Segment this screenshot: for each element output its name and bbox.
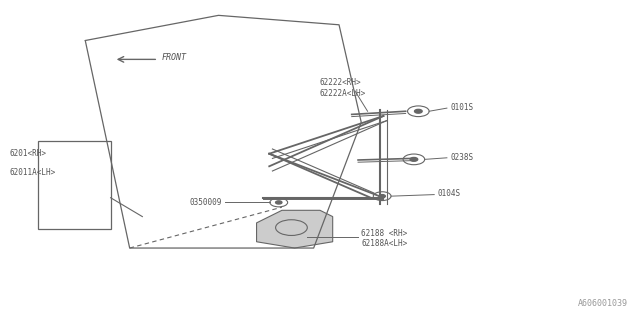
Text: 0238S: 0238S [450,153,473,162]
Text: A606001039: A606001039 [578,299,628,308]
Text: 0101S: 0101S [450,103,473,112]
Text: 62011A<LH>: 62011A<LH> [9,168,56,177]
Text: 0104S: 0104S [437,189,461,198]
Text: 0350009: 0350009 [189,198,221,207]
Text: FRONT: FRONT [161,53,186,62]
Polygon shape [257,210,333,248]
Text: 62188 <RH>: 62188 <RH> [361,229,408,238]
Bar [38,141,111,229]
Circle shape [379,195,385,198]
Circle shape [276,201,282,204]
Circle shape [410,157,418,161]
Text: 62222A<LH>: 62222A<LH> [320,90,366,99]
Circle shape [415,109,422,113]
Text: 62188A<LH>: 62188A<LH> [361,239,408,248]
Text: 62222<RH>: 62222<RH> [320,78,362,87]
Text: 6201<RH>: 6201<RH> [9,149,46,158]
